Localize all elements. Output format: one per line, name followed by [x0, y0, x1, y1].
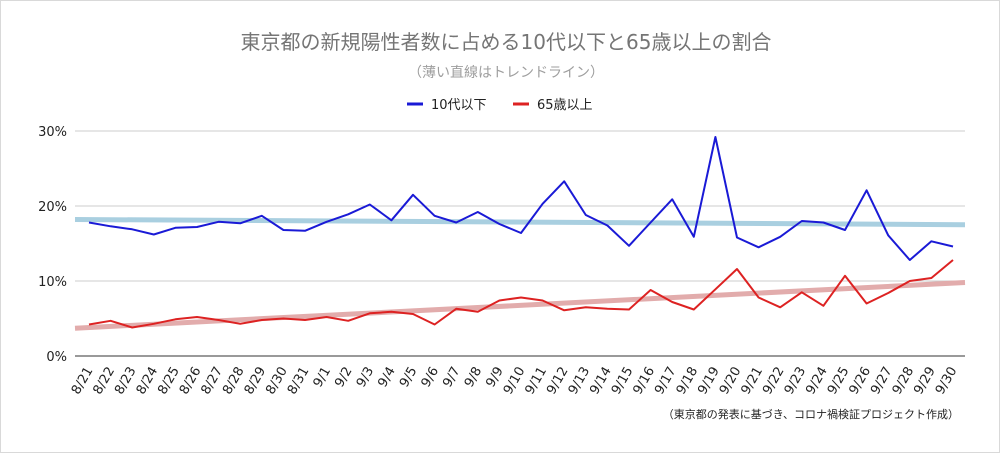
- series-line: [88, 136, 954, 261]
- series-line: [88, 259, 954, 329]
- x-tick-label: 9/17: [652, 365, 680, 398]
- x-tick-label: 9/28: [890, 365, 918, 398]
- x-tick-label: 9/3: [354, 365, 377, 391]
- gridlines: [75, 130, 965, 357]
- y-tick-label: 0%: [46, 350, 67, 365]
- x-tick-label: 9/8: [462, 365, 485, 391]
- x-tick-label: 8/29: [242, 365, 270, 398]
- y-tick-label: 20%: [38, 200, 67, 215]
- source-note: （東京都の発表に基づき、コロナ禍検証プロジェクト作成）: [663, 407, 959, 421]
- x-tick-label: 9/23: [782, 365, 810, 398]
- x-axis: 8/218/228/238/248/258/268/278/288/298/30…: [69, 365, 961, 398]
- legend: 10代以下 65歳以上: [407, 98, 593, 113]
- x-tick-label: 9/21: [738, 365, 766, 398]
- x-tick-label: 9/16: [630, 365, 658, 398]
- x-tick-label: 9/19: [695, 365, 723, 398]
- chart-subtitle: （薄い直線はトレンドライン）: [408, 64, 604, 81]
- x-tick-label: 9/12: [544, 365, 572, 398]
- x-tick-label: 9/15: [609, 365, 637, 398]
- x-tick-label: 8/27: [198, 365, 226, 398]
- x-tick-label: 9/5: [397, 365, 420, 391]
- chart-title: 東京都の新規陽性者数に占める10代以下と65歳以上の割合: [241, 30, 772, 54]
- x-tick-label: 9/25: [825, 365, 853, 398]
- x-tick-label: 8/28: [220, 365, 248, 398]
- x-tick-label: 9/7: [440, 365, 463, 391]
- y-tick-label: 10%: [38, 275, 67, 290]
- legend-label: 10代以下: [431, 98, 487, 113]
- trendlines: [74, 217, 966, 331]
- x-tick-label: 9/13: [566, 365, 594, 398]
- x-tick-label: 8/23: [112, 365, 140, 398]
- x-tick-label: 9/6: [419, 365, 442, 391]
- y-tick-label: 30%: [38, 125, 67, 140]
- x-tick-label: 9/18: [674, 365, 702, 398]
- x-tick-label: 9/14: [587, 365, 615, 398]
- x-tick-label: 8/26: [177, 365, 205, 398]
- x-tick-label: 8/31: [285, 365, 313, 398]
- series-lines: [88, 136, 954, 329]
- x-tick-label: 9/30: [933, 365, 961, 398]
- x-tick-label: 9/4: [375, 365, 398, 391]
- x-tick-label: 8/22: [90, 365, 118, 398]
- x-tick-label: 9/29: [911, 365, 939, 398]
- x-tick-label: 8/21: [69, 365, 97, 398]
- legend-label: 65歳以上: [537, 98, 593, 113]
- x-tick-label: 8/30: [263, 365, 291, 398]
- x-tick-label: 9/11: [522, 365, 550, 398]
- x-tick-label: 9/26: [846, 365, 874, 398]
- x-tick-label: 8/25: [155, 365, 183, 398]
- x-tick-label: 9/10: [501, 365, 529, 398]
- x-tick-label: 9/1: [311, 365, 334, 391]
- x-tick-label: 9/20: [717, 365, 745, 398]
- x-tick-label: 9/24: [803, 365, 831, 398]
- y-axis: 0% 10% 20% 30%: [38, 125, 67, 365]
- trendline: [74, 217, 966, 228]
- x-tick-label: 9/2: [332, 365, 355, 391]
- x-tick-label: 9/22: [760, 365, 788, 398]
- x-tick-label: 8/24: [134, 365, 162, 398]
- trendline: [74, 280, 966, 331]
- x-tick-label: 9/27: [868, 365, 896, 398]
